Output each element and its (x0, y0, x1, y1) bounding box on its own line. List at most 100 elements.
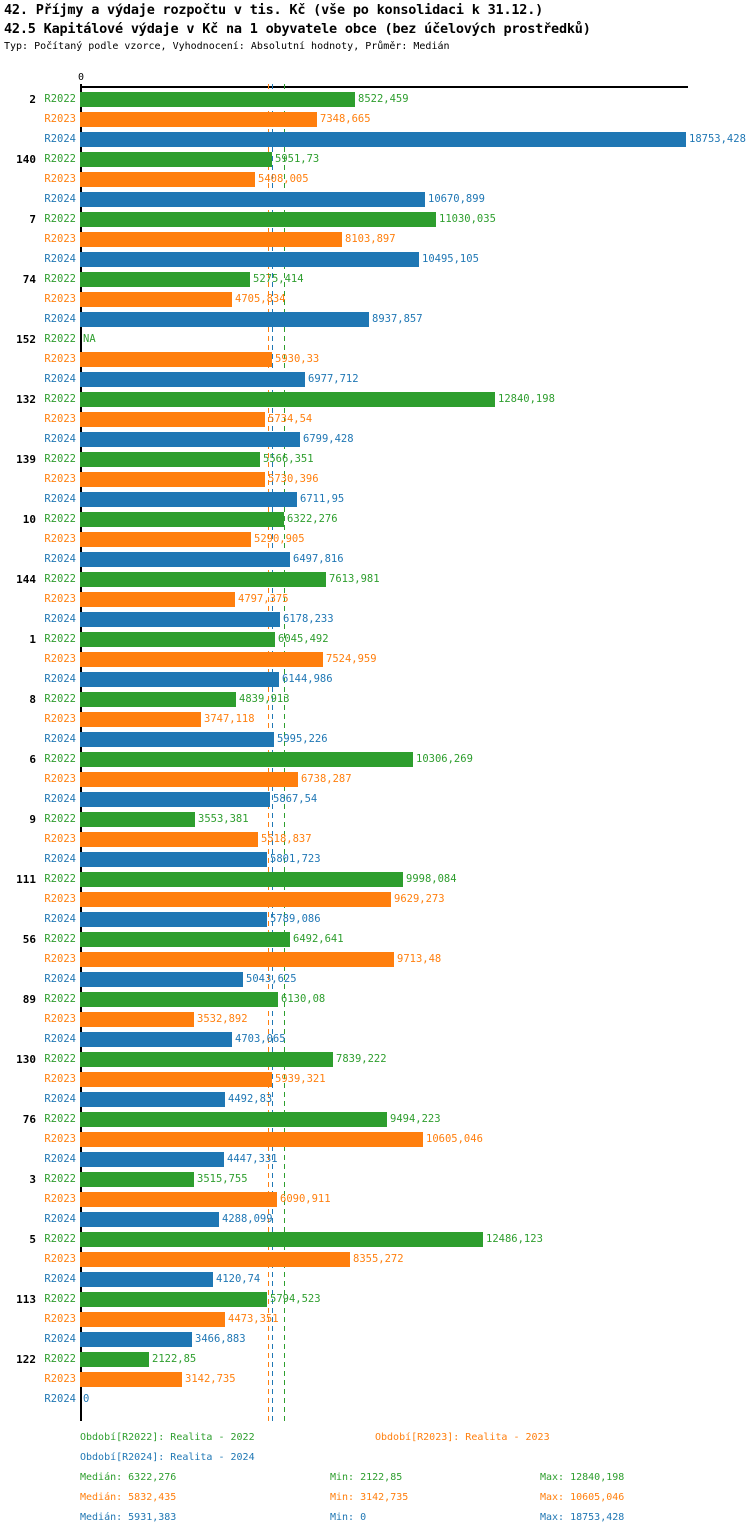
bar (80, 992, 278, 1007)
group-label: 130 (16, 1053, 36, 1066)
group-label: 144 (16, 573, 36, 586)
bar-value-label: 7524,959 (326, 653, 377, 665)
bar-value-label: 6178,233 (283, 613, 334, 625)
series-row-label: R2022 (44, 1113, 76, 1125)
bar (80, 112, 317, 127)
bar (80, 92, 355, 107)
stat-min: Min: 2122,85 (330, 1472, 403, 1483)
bar (80, 432, 300, 447)
series-row-label: R2024 (44, 1153, 76, 1165)
bar-value-label: 6711,95 (300, 493, 345, 505)
series-row-label: R2024 (44, 1393, 76, 1405)
bar (80, 1052, 333, 1067)
series-row-label: R2024 (44, 133, 76, 145)
series-row-label: R2023 (44, 413, 76, 425)
bar (80, 872, 403, 887)
series-row-label: R2023 (44, 1253, 76, 1265)
bar-value-label: 4288,099 (222, 1213, 273, 1225)
bar-value-label: 4703,065 (235, 1033, 286, 1045)
bar-value-label: 5730,396 (268, 473, 319, 485)
group-label: 5 (29, 1233, 36, 1246)
bar (80, 1152, 224, 1167)
series-row-label: R2023 (44, 533, 76, 545)
bar (80, 132, 686, 147)
series-row-label: R2022 (44, 1173, 76, 1185)
series-row-label: R2024 (44, 613, 76, 625)
page-title-line1: 42. Příjmy a výdaje rozpočtu v tis. Kč (… (4, 2, 544, 18)
group-label: 9 (29, 813, 36, 826)
bar (80, 252, 419, 267)
bar (80, 792, 270, 807)
bar-value-label: 12840,198 (498, 393, 555, 405)
bar (80, 1012, 194, 1027)
bar (80, 192, 425, 207)
group-label: 8 (29, 693, 36, 706)
bar-value-label: 10605,046 (426, 1133, 483, 1145)
bar-value-label: 5043,625 (246, 973, 297, 985)
bar-value-label: 5939,321 (275, 1073, 326, 1085)
series-row-label: R2022 (44, 453, 76, 465)
bar (80, 1352, 149, 1367)
series-row-label: R2024 (44, 193, 76, 205)
series-row-label: R2023 (44, 1013, 76, 1025)
series-row-label: R2024 (44, 853, 76, 865)
bar (80, 1192, 277, 1207)
bar (80, 592, 235, 607)
stat-median: Medián: 5832,435 (80, 1492, 177, 1503)
bar-value-label: 6497,816 (293, 553, 344, 565)
bar-value-label: 6492,641 (293, 933, 344, 945)
series-row-label: R2024 (44, 1333, 76, 1345)
bar-value-label: 0 (83, 1393, 90, 1405)
bar-value-label: 3553,381 (198, 813, 249, 825)
bar (80, 1072, 272, 1087)
bar (80, 672, 279, 687)
legend-entry: Období[R2023]: Realita - 2023 (375, 1432, 550, 1443)
series-row-label: R2022 (44, 813, 76, 825)
bar-value-label: 3515,755 (197, 1173, 248, 1185)
legend-entry: Období[R2022]: Realita - 2022 (80, 1432, 255, 1443)
bar-value-label: 5794,523 (270, 1293, 321, 1305)
bar-value-label: 6090,911 (280, 1193, 331, 1205)
bar (80, 1232, 483, 1247)
bar-value-label: 5566,351 (263, 453, 314, 465)
bar (80, 392, 495, 407)
series-row-label: R2023 (44, 173, 76, 185)
series-row-label: R2022 (44, 1293, 76, 1305)
bar-value-label: 5995,226 (277, 733, 328, 745)
series-row-label: R2024 (44, 1093, 76, 1105)
bar-value-label: 6799,428 (303, 433, 354, 445)
bar (80, 312, 369, 327)
group-label: 111 (16, 873, 36, 886)
series-row-label: R2023 (44, 1373, 76, 1385)
series-row-label: R2024 (44, 1273, 76, 1285)
bar-value-label: 3142,735 (185, 1373, 236, 1385)
group-label: 132 (16, 393, 36, 406)
bar (80, 752, 413, 767)
series-row-label: R2023 (44, 1133, 76, 1145)
bar (80, 292, 232, 307)
bar-value-label: 4705,834 (235, 293, 286, 305)
bar (80, 712, 201, 727)
stat-max: Max: 10605,046 (540, 1492, 625, 1503)
series-row-label: R2023 (44, 713, 76, 725)
series-row-label: R2022 (44, 753, 76, 765)
series-row-label: R2023 (44, 893, 76, 905)
x-axis-zero-label: 0 (77, 72, 85, 83)
group-label: 7 (29, 213, 36, 226)
bar (80, 1372, 182, 1387)
series-row-label: R2024 (44, 253, 76, 265)
bar-value-label: 18753,428 (689, 133, 746, 145)
bar-value-label: 4447,331 (227, 1153, 278, 1165)
series-row-label: R2024 (44, 373, 76, 385)
bar-value-label: 3466,883 (195, 1333, 246, 1345)
bar-value-label: 4797,375 (238, 593, 289, 605)
stat-min: Min: 0 (330, 1512, 367, 1523)
group-label: 113 (16, 1293, 36, 1306)
group-label: 140 (16, 153, 36, 166)
series-row-label: R2023 (44, 1313, 76, 1325)
series-row-label: R2022 (44, 93, 76, 105)
group-label: 152 (16, 333, 36, 346)
bar-value-label: 5789,086 (270, 913, 321, 925)
series-row-label: R2024 (44, 793, 76, 805)
